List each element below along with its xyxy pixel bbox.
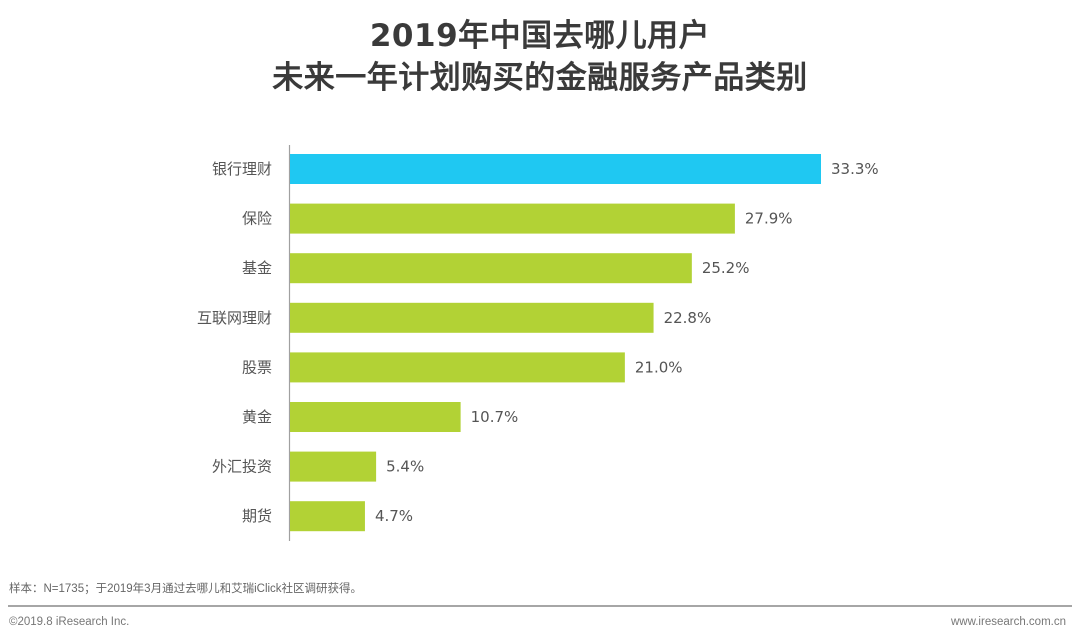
bar-7: [290, 501, 365, 532]
value-label-4: 21.0%: [635, 358, 683, 376]
chart-title-line-2: 未来一年计划购买的金融服务产品类别: [272, 60, 808, 96]
website-text: www.iresearch.com.cn: [950, 616, 1066, 628]
bar-3: [290, 302, 654, 333]
bar-0: [290, 154, 821, 184]
value-label-7: 4.7%: [375, 507, 413, 525]
bar-6: [290, 451, 377, 482]
bar-5: [290, 402, 461, 432]
value-label-5: 10.7%: [471, 408, 519, 426]
value-label-2: 25.2%: [702, 259, 750, 277]
chart-title-line-1: 2019年中国去哪儿用户: [369, 18, 711, 54]
footer-divider: [8, 605, 1072, 607]
copyright-text: ©2019.8 iResearch Inc.: [9, 616, 130, 628]
bar-4: [290, 352, 625, 383]
value-label-3: 22.8%: [664, 309, 712, 327]
value-label-1: 27.9%: [745, 210, 793, 228]
category-label-7: 期货: [242, 507, 272, 525]
category-label-2: 基金: [242, 259, 272, 277]
category-label-4: 股票: [242, 358, 272, 376]
bars-group: 银行理财 33.3% 保险 27.9% 基金 25.2% 互联网理财 22.8% 股票 21.0%…: [197, 154, 879, 532]
category-label-6: 外汇投资: [212, 458, 272, 476]
category-label-3: 互联网理财: [197, 309, 272, 327]
category-label-5: 黄金: [242, 408, 272, 426]
bar-chart: 银行理财 33.3% 保险 27.9% 基金 25.2% 互联网理财 22.8% 股票 21.0%…: [197, 145, 879, 541]
value-label-6: 5.4%: [386, 458, 424, 476]
category-label-1: 保险: [242, 210, 272, 228]
category-label-0: 银行理财: [212, 160, 272, 178]
bar-2: [290, 253, 692, 284]
value-label-0: 33.3%: [831, 160, 879, 178]
bar-1: [290, 203, 735, 234]
sample-note: 样本：N=1735；于2019年3月通过去哪儿和艾瑞iClick社区调研获得。: [9, 583, 363, 595]
